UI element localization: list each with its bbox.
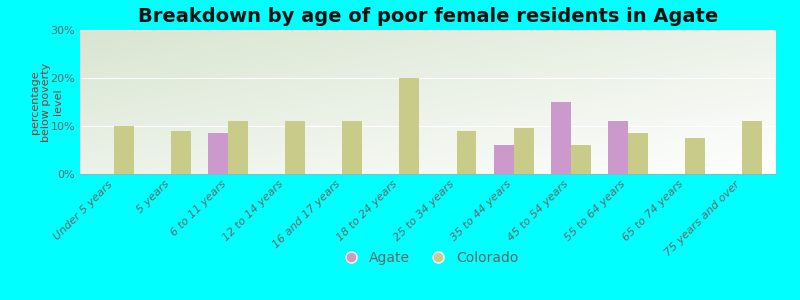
Bar	[114, 126, 134, 174]
Bar	[171, 131, 191, 174]
Bar	[628, 133, 648, 174]
Bar	[550, 102, 570, 174]
Bar	[399, 78, 419, 174]
Bar	[742, 121, 762, 174]
Bar	[208, 133, 228, 174]
Bar	[228, 121, 248, 174]
Bar	[494, 145, 514, 174]
Bar	[685, 138, 705, 174]
Bar	[514, 128, 534, 174]
Y-axis label: percentage
below poverty
level: percentage below poverty level	[30, 62, 63, 142]
Bar	[457, 131, 477, 174]
Bar	[570, 145, 590, 174]
Title: Breakdown by age of poor female residents in Agate: Breakdown by age of poor female resident…	[138, 7, 718, 26]
Bar	[286, 121, 306, 174]
Bar	[608, 121, 628, 174]
Legend: Agate, Colorado: Agate, Colorado	[332, 246, 524, 271]
Bar	[342, 121, 362, 174]
